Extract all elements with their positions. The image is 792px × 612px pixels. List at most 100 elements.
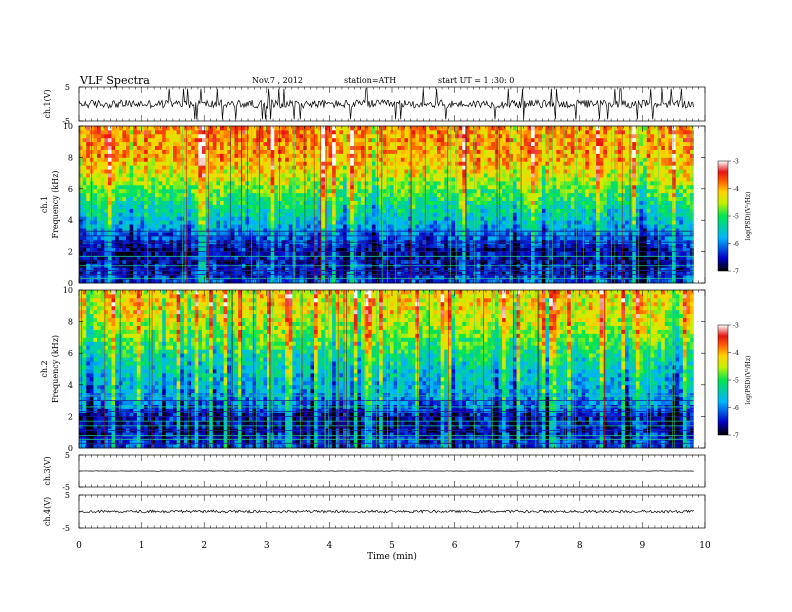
spectrogram-cell — [682, 204, 687, 209]
spectrogram-cell — [473, 235, 478, 241]
spectrogram-cell — [346, 275, 351, 280]
spectrogram-cell — [476, 208, 481, 213]
spectrogram-cell — [169, 165, 174, 170]
spectrogram-cell — [223, 177, 228, 182]
spectrogram-cell — [270, 208, 275, 213]
spectrogram-cell — [516, 279, 521, 284]
spectrogram-cell — [285, 259, 290, 264]
spectrogram-cell — [267, 220, 272, 225]
spectrogram-cell — [299, 267, 304, 272]
spectrogram-cell — [672, 192, 677, 198]
spectrogram-cell — [632, 224, 637, 229]
spectrogram-cell — [321, 220, 326, 225]
spectrogram-cell — [534, 216, 539, 221]
spectrogram-cell — [578, 177, 583, 182]
spectrogram-cell — [162, 216, 167, 221]
spectrogram-cell — [267, 208, 272, 213]
spectrogram-cell — [418, 228, 423, 233]
spectrogram-cell — [502, 212, 507, 217]
spectrogram-cell — [209, 259, 214, 264]
spectrogram-cell — [270, 204, 275, 209]
spectrogram-cell — [498, 251, 503, 256]
spectrogram-cell — [339, 247, 344, 253]
spectrogram-cell — [509, 235, 514, 241]
spectrogram-cell — [328, 204, 333, 209]
spectrogram-cell — [368, 224, 373, 229]
spectrogram-cell — [639, 184, 644, 190]
spectrogram-cell — [364, 192, 369, 198]
spectrogram-cell — [646, 169, 651, 174]
spectrogram-cell — [136, 192, 141, 198]
spectrogram-cell — [625, 169, 630, 174]
spectrogram-cell — [234, 165, 239, 170]
spectrogram-cell — [97, 247, 102, 253]
spectrogram-cell — [386, 196, 391, 201]
spectrogram-cell — [588, 224, 593, 229]
spectrogram-cell — [140, 228, 145, 233]
spectrogram-cell — [270, 188, 275, 194]
spectrogram-cell — [549, 275, 554, 280]
spectrogram-cell — [212, 275, 217, 280]
spectrogram-cell — [144, 188, 149, 194]
spectrogram-cell — [444, 204, 449, 209]
spectrogram-cell — [227, 200, 232, 205]
spectrogram-cell — [592, 184, 597, 190]
spectrogram-cell — [220, 255, 225, 260]
spectrogram-cell — [578, 200, 583, 205]
spectrogram-cell — [596, 180, 601, 186]
spectrogram-cell — [603, 255, 608, 260]
spectrogram-cell — [241, 224, 246, 229]
spectrogram-cell — [596, 271, 601, 276]
spectrogram-cell — [346, 251, 351, 256]
spectrogram-cell — [364, 216, 369, 221]
spectrogram-cell — [248, 204, 253, 209]
spectrogram-cell — [238, 165, 243, 170]
spectrogram-cell — [256, 224, 261, 229]
spectrogram-cell — [498, 228, 503, 233]
spectrogram-cell — [473, 247, 478, 253]
spectrogram-cell — [198, 192, 203, 198]
spectrogram-cell — [578, 204, 583, 209]
spectrogram-cell — [440, 173, 445, 178]
spectrogram-cell — [173, 228, 178, 233]
spectrogram-cell — [129, 196, 134, 201]
spectrogram-cell — [122, 204, 127, 209]
spectrogram-cell — [559, 204, 564, 209]
spectrogram-cell — [639, 279, 644, 284]
spectrogram-cell — [653, 188, 658, 194]
spectrogram-cell — [194, 255, 199, 260]
spectrogram-cell — [209, 231, 214, 237]
spectrogram-cell — [541, 188, 546, 194]
spectrogram-cell — [100, 184, 105, 190]
spectrogram-cell — [502, 192, 507, 198]
spectrogram-cell — [686, 188, 691, 194]
spectrogram-cell — [465, 231, 470, 237]
spectrogram-cell — [397, 255, 402, 260]
spectrogram-cell — [632, 204, 637, 209]
spectrogram-cell — [267, 180, 272, 186]
spectrogram-cell — [151, 192, 156, 198]
spectrogram-cell — [653, 200, 658, 205]
spectrogram-cell — [151, 251, 156, 256]
spectrogram-cell — [480, 247, 485, 253]
spectrogram-cell — [559, 208, 564, 213]
spectrogram-cell — [158, 192, 163, 198]
spectrogram-cell — [505, 224, 510, 229]
spectrogram-cell — [230, 188, 235, 194]
spectrogram-cell — [484, 267, 489, 272]
spectrogram-cell — [632, 177, 637, 182]
spectrogram-cell — [603, 275, 608, 280]
spectrogram-cell — [79, 165, 84, 170]
spectrogram-cell — [484, 196, 489, 201]
spectrogram-cell — [599, 228, 604, 233]
spectrogram-cell — [429, 271, 434, 276]
spectrogram-cell — [668, 180, 673, 186]
spectrogram-cell — [248, 180, 253, 186]
spectrogram-cell — [368, 216, 373, 221]
spectrogram-cell — [317, 180, 322, 186]
spectrogram-cell — [570, 259, 575, 264]
spectrogram-cell — [256, 279, 261, 284]
spectrogram-cell — [592, 177, 597, 182]
spectrogram-cell — [552, 208, 557, 213]
spectrogram-cell — [433, 188, 438, 194]
